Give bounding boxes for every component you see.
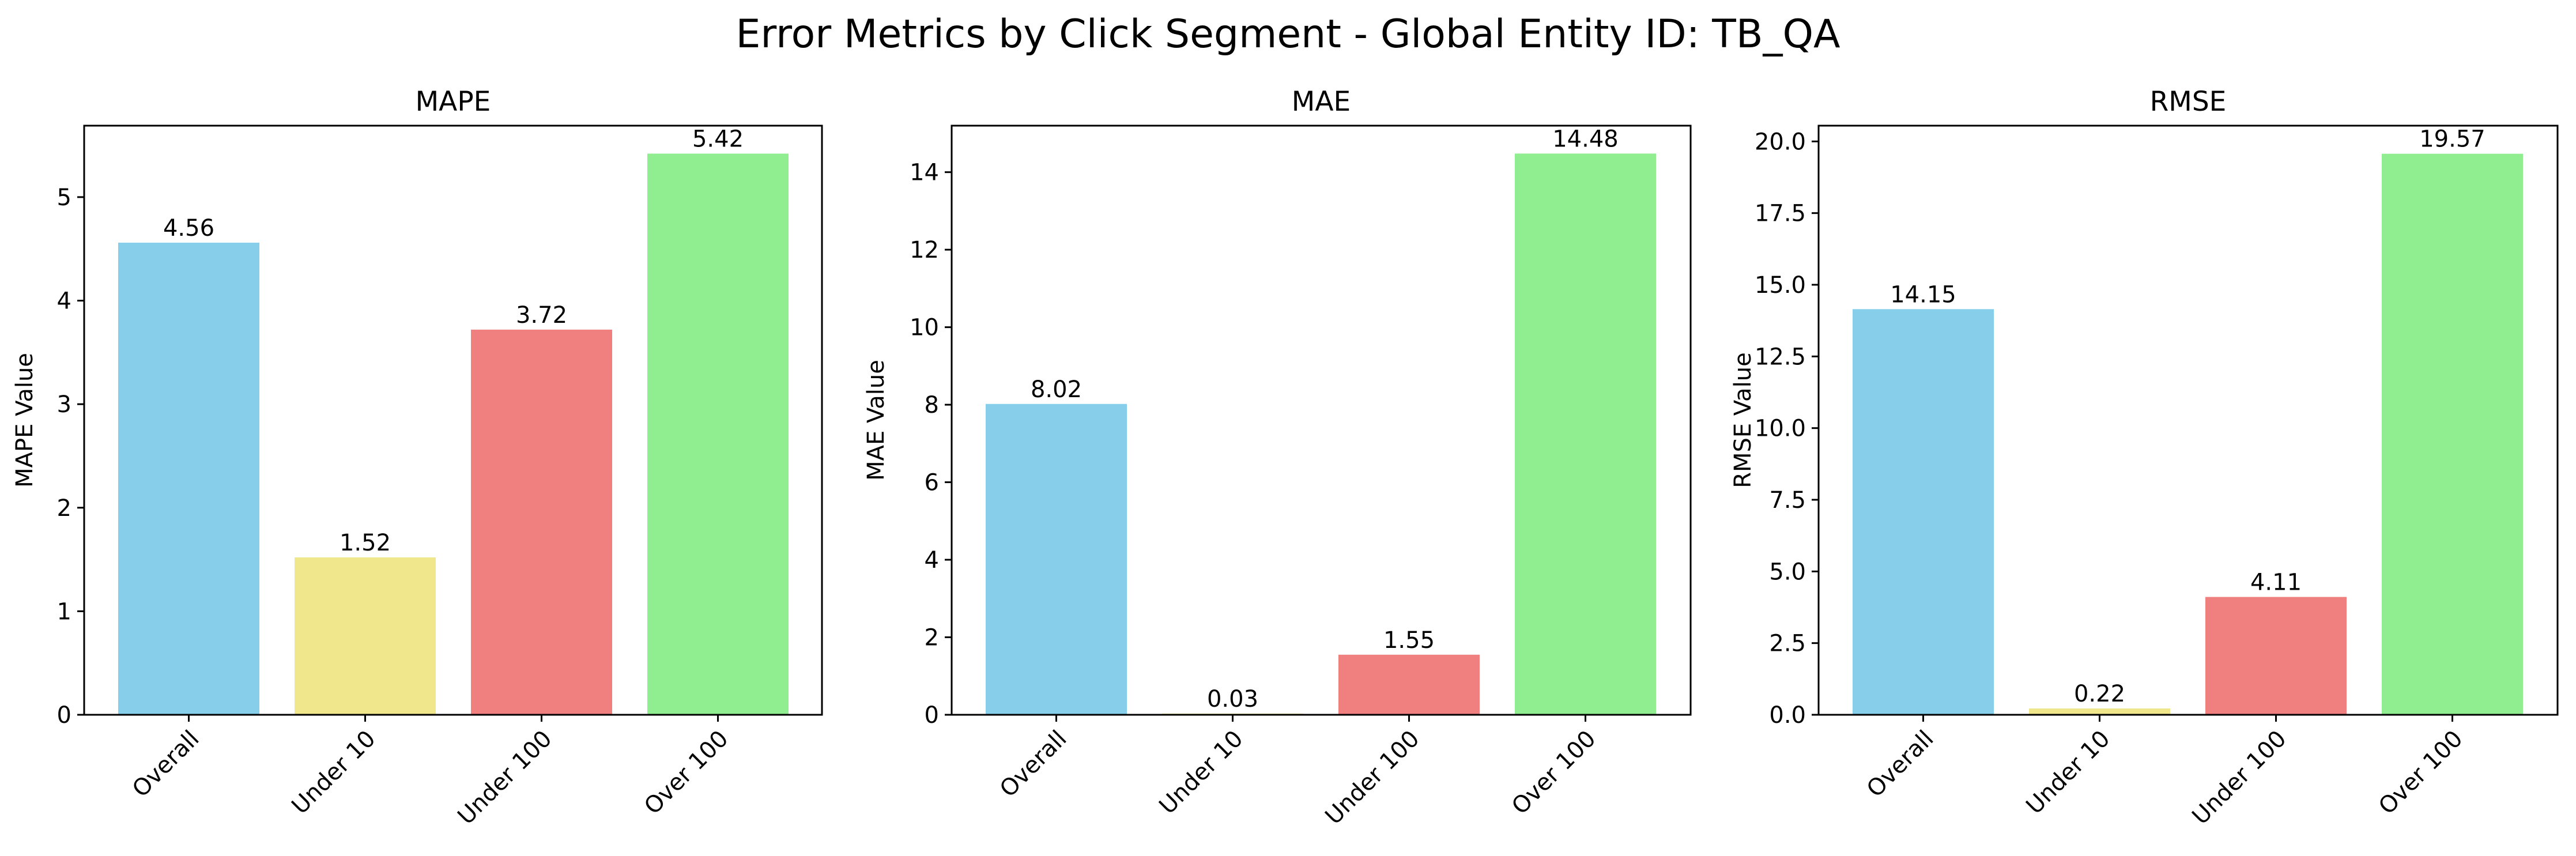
bar-overall bbox=[1853, 309, 1994, 715]
y-tick-label: 20.0 bbox=[1755, 129, 1806, 155]
bar-value-label: 4.11 bbox=[2250, 570, 2302, 596]
bar-value-label: 0.22 bbox=[2074, 681, 2125, 707]
y-axis-label: RMSE Value bbox=[1730, 352, 1756, 488]
bar-overall bbox=[118, 242, 259, 715]
bar-over-100 bbox=[1515, 153, 1656, 715]
y-tick-label: 12 bbox=[910, 237, 939, 263]
y-tick-label: 2 bbox=[925, 625, 939, 651]
bar-over-100 bbox=[2382, 153, 2523, 715]
bar-value-label: 3.72 bbox=[516, 302, 567, 329]
x-tick-label: Over 100 bbox=[1507, 726, 1601, 820]
x-tick-label: Over 100 bbox=[639, 726, 734, 820]
bar-under-10 bbox=[295, 557, 436, 715]
y-tick-label: 5 bbox=[57, 184, 71, 211]
subplot-title: MAE bbox=[1292, 86, 1351, 118]
y-tick-label: 0.0 bbox=[1769, 702, 1806, 729]
y-tick-label: 6 bbox=[925, 470, 939, 496]
subplot-rmse: RMSE 14.15 Overall 0.22 Under 10 4.11 Under 10… bbox=[1730, 86, 2559, 830]
y-tick-label: 1 bbox=[57, 598, 71, 625]
x-tick-label: Overall bbox=[127, 726, 205, 803]
bar-value-label: 19.57 bbox=[2419, 126, 2486, 153]
subplot-mae: MAE 8.02 Overall 0.03 Under 10 1.55 Under 100 1… bbox=[863, 86, 1692, 830]
y-tick-label: 7.5 bbox=[1769, 487, 1806, 514]
bar-under-100 bbox=[1338, 654, 1480, 715]
y-tick-label: 2 bbox=[57, 495, 71, 522]
x-tick-label: Under 100 bbox=[1320, 726, 1424, 830]
bar-value-label: 1.55 bbox=[1383, 627, 1435, 654]
y-tick-label: 14 bbox=[910, 160, 939, 186]
y-tick-label: 2.5 bbox=[1769, 631, 1806, 657]
bar-over-100 bbox=[647, 153, 789, 715]
axes-frame bbox=[951, 125, 1692, 716]
y-axis-label: MAE Value bbox=[863, 360, 889, 481]
bar-value-label: 4.56 bbox=[163, 215, 214, 242]
x-tick-label: Under 10 bbox=[2021, 726, 2115, 820]
y-tick-label: 0 bbox=[57, 702, 71, 729]
subplot-title: MAPE bbox=[416, 86, 491, 118]
x-tick-label: Under 10 bbox=[1154, 726, 1248, 820]
bar-under-100 bbox=[2205, 597, 2347, 715]
x-tick-label: Overall bbox=[995, 726, 1072, 803]
bar-value-label: 1.52 bbox=[340, 530, 391, 556]
x-tick-label: Under 100 bbox=[452, 726, 557, 830]
bar-overall bbox=[986, 404, 1127, 715]
y-tick-label: 4 bbox=[925, 547, 939, 574]
y-tick-label: 17.5 bbox=[1755, 201, 1806, 227]
bar-value-label: 14.15 bbox=[1890, 281, 1956, 308]
y-tick-label: 4 bbox=[57, 288, 71, 315]
x-tick-label: Under 100 bbox=[2187, 726, 2291, 830]
x-tick-label: Under 10 bbox=[286, 726, 380, 820]
axes-frame bbox=[1817, 125, 2559, 716]
y-tick-label: 10 bbox=[910, 315, 939, 341]
y-tick-label: 3 bbox=[57, 391, 71, 418]
y-tick-label: 8 bbox=[925, 392, 939, 418]
bar-value-label: 14.48 bbox=[1552, 126, 1619, 152]
y-tick-label: 5.0 bbox=[1769, 559, 1806, 585]
bar-under-10 bbox=[2029, 708, 2170, 715]
x-tick-label: Overall bbox=[1862, 726, 1939, 803]
bar-value-label: 0.03 bbox=[1207, 686, 1258, 712]
y-tick-label: 12.5 bbox=[1755, 344, 1806, 370]
bar-value-label: 5.42 bbox=[692, 126, 744, 152]
bar-value-label: 8.02 bbox=[1031, 376, 1082, 403]
subplot-mape: MAPE 4.56 Overall 1.52 Under 10 3.72 Under 100… bbox=[12, 86, 823, 830]
subplot-title: RMSE bbox=[2150, 86, 2227, 118]
x-tick-label: Over 100 bbox=[2374, 726, 2468, 820]
y-axis-label: MAPE Value bbox=[12, 353, 38, 488]
figure-title: Error Metrics by Click Segment - Global … bbox=[736, 12, 1840, 57]
bar-under-100 bbox=[471, 329, 612, 715]
y-tick-label: 0 bbox=[925, 702, 939, 729]
y-tick-label: 10.0 bbox=[1755, 416, 1806, 442]
y-tick-label: 15.0 bbox=[1755, 272, 1806, 299]
axes-frame bbox=[83, 125, 823, 716]
